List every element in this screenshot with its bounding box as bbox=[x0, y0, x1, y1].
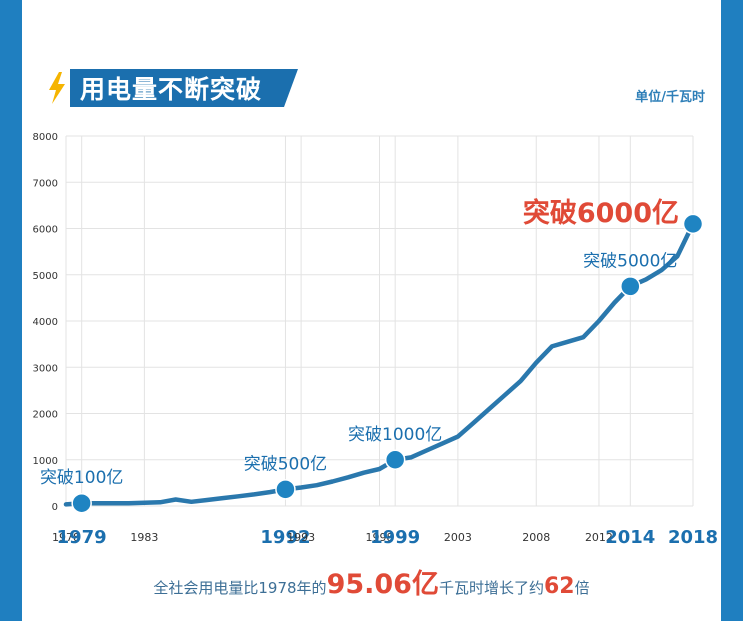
x-tick-label: 1983 bbox=[130, 531, 158, 544]
y-tick-label: 3000 bbox=[33, 363, 58, 374]
right-frame-border bbox=[721, 0, 743, 621]
milestone-marker bbox=[682, 213, 704, 235]
x-tick-label: 2008 bbox=[522, 531, 550, 544]
y-tick-label: 5000 bbox=[33, 271, 58, 282]
unit-label: 单位/千瓦时 bbox=[635, 90, 705, 105]
x-tick-label: 2003 bbox=[444, 531, 472, 544]
x-tick-label: 1978 bbox=[52, 531, 80, 544]
footer-suffix: 倍 bbox=[574, 579, 590, 597]
milestone-label: 突破500亿 bbox=[244, 454, 327, 474]
y-tick-label: 2000 bbox=[33, 410, 58, 421]
y-tick-label: 4000 bbox=[33, 317, 58, 328]
milestone-marker bbox=[275, 479, 296, 500]
y-tick-label: 7000 bbox=[33, 178, 58, 189]
x-tick-label: 2014 bbox=[605, 527, 655, 548]
series-line bbox=[63, 221, 696, 507]
footer-value: 95.06 bbox=[326, 569, 412, 600]
milestone-label: 突破6000亿 bbox=[523, 197, 679, 229]
footer-middle: 千瓦时增长了约 bbox=[438, 579, 544, 597]
x-tick-label: 1979 bbox=[57, 527, 107, 548]
x-tick-label: 1993 bbox=[287, 531, 315, 544]
lightning-bolt-icon bbox=[49, 72, 65, 104]
milestone-label: 突破5000亿 bbox=[583, 251, 677, 271]
y-tick-label: 1000 bbox=[33, 456, 58, 467]
x-tick-label: 1992 bbox=[260, 527, 310, 548]
footer-multiple: 62 bbox=[543, 574, 575, 599]
line-chart: 0 1000 2000 3000 4000 5000 6000 7000 8000 1978197… bbox=[33, 132, 719, 548]
x-tick-label: 1998 bbox=[366, 531, 394, 544]
x-tick-label: 2012 bbox=[585, 531, 613, 544]
y-tick-label: 0 bbox=[52, 502, 58, 513]
x-tick-label: 2018 bbox=[668, 527, 718, 548]
footer-prefix: 全社会用电量比1978年的 bbox=[153, 579, 327, 597]
y-tick-label: 8000 bbox=[33, 132, 58, 143]
left-frame-border bbox=[0, 0, 22, 621]
milestone-marker bbox=[71, 492, 92, 514]
title-bar: 用电量不断突破 bbox=[46, 68, 299, 108]
milestone-marker bbox=[384, 449, 406, 470]
x-tick-label: 1999 bbox=[370, 527, 420, 548]
footer-value-unit: 亿 bbox=[411, 569, 439, 600]
title-banner: 用电量不断突破 bbox=[70, 69, 299, 107]
milestone-marker bbox=[620, 276, 641, 297]
chart-title: 用电量不断突破 bbox=[80, 75, 263, 104]
footer-summary: 全社会用电量比1978年的95.06亿千瓦时增长了约62倍 bbox=[0, 562, 743, 601]
y-tick-label: 6000 bbox=[33, 225, 58, 236]
milestone-label: 突破1000亿 bbox=[348, 425, 442, 445]
milestone-label: 突破100亿 bbox=[40, 468, 123, 488]
